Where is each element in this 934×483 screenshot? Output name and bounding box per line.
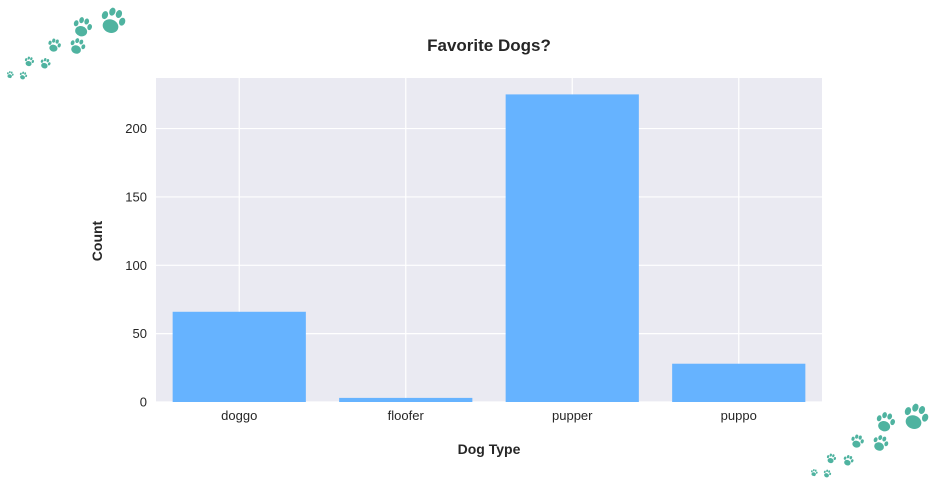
x-axis-ticks: doggo floofer pupper puppo — [221, 408, 757, 423]
paw-icon — [19, 71, 28, 80]
paw-icon — [70, 38, 86, 54]
y-axis-ticks: 0 50 100 150 200 — [125, 121, 147, 409]
paw-icon — [843, 455, 854, 466]
paw-icon — [40, 58, 51, 69]
y-tick-label: 100 — [125, 258, 147, 273]
y-axis-label: Count — [89, 220, 105, 261]
paw-icon — [811, 469, 818, 477]
paw-icon — [851, 434, 864, 448]
x-tick-label: pupper — [552, 408, 593, 423]
paw-icon — [7, 71, 14, 79]
paw-icon — [826, 453, 837, 464]
x-axis-label: Dog Type — [458, 441, 521, 457]
bar-puppo — [672, 363, 806, 402]
paw-icon — [823, 469, 832, 478]
y-tick-label: 50 — [133, 326, 147, 341]
bar-doggo — [172, 311, 306, 402]
paw-icon — [48, 38, 61, 52]
x-tick-label: doggo — [221, 408, 257, 423]
y-tick-label: 0 — [140, 395, 147, 410]
paw-icon — [904, 403, 929, 429]
paw-icon — [101, 7, 126, 33]
x-tick-label: floofer — [388, 408, 425, 423]
bar-floofer — [339, 397, 473, 402]
paw-icon — [876, 412, 896, 432]
x-tick-label: puppo — [721, 408, 757, 423]
bar-pupper — [505, 94, 639, 402]
paw-icon — [73, 17, 93, 37]
paw-icon — [873, 435, 889, 451]
bars — [172, 94, 806, 402]
paw-print-trail-icon — [7, 7, 126, 80]
paw-print-trail-icon — [811, 403, 929, 478]
y-tick-label: 200 — [125, 121, 147, 136]
paw-icon — [24, 56, 35, 67]
chart-title: Favorite Dogs? — [427, 36, 551, 55]
y-tick-label: 150 — [125, 189, 147, 204]
